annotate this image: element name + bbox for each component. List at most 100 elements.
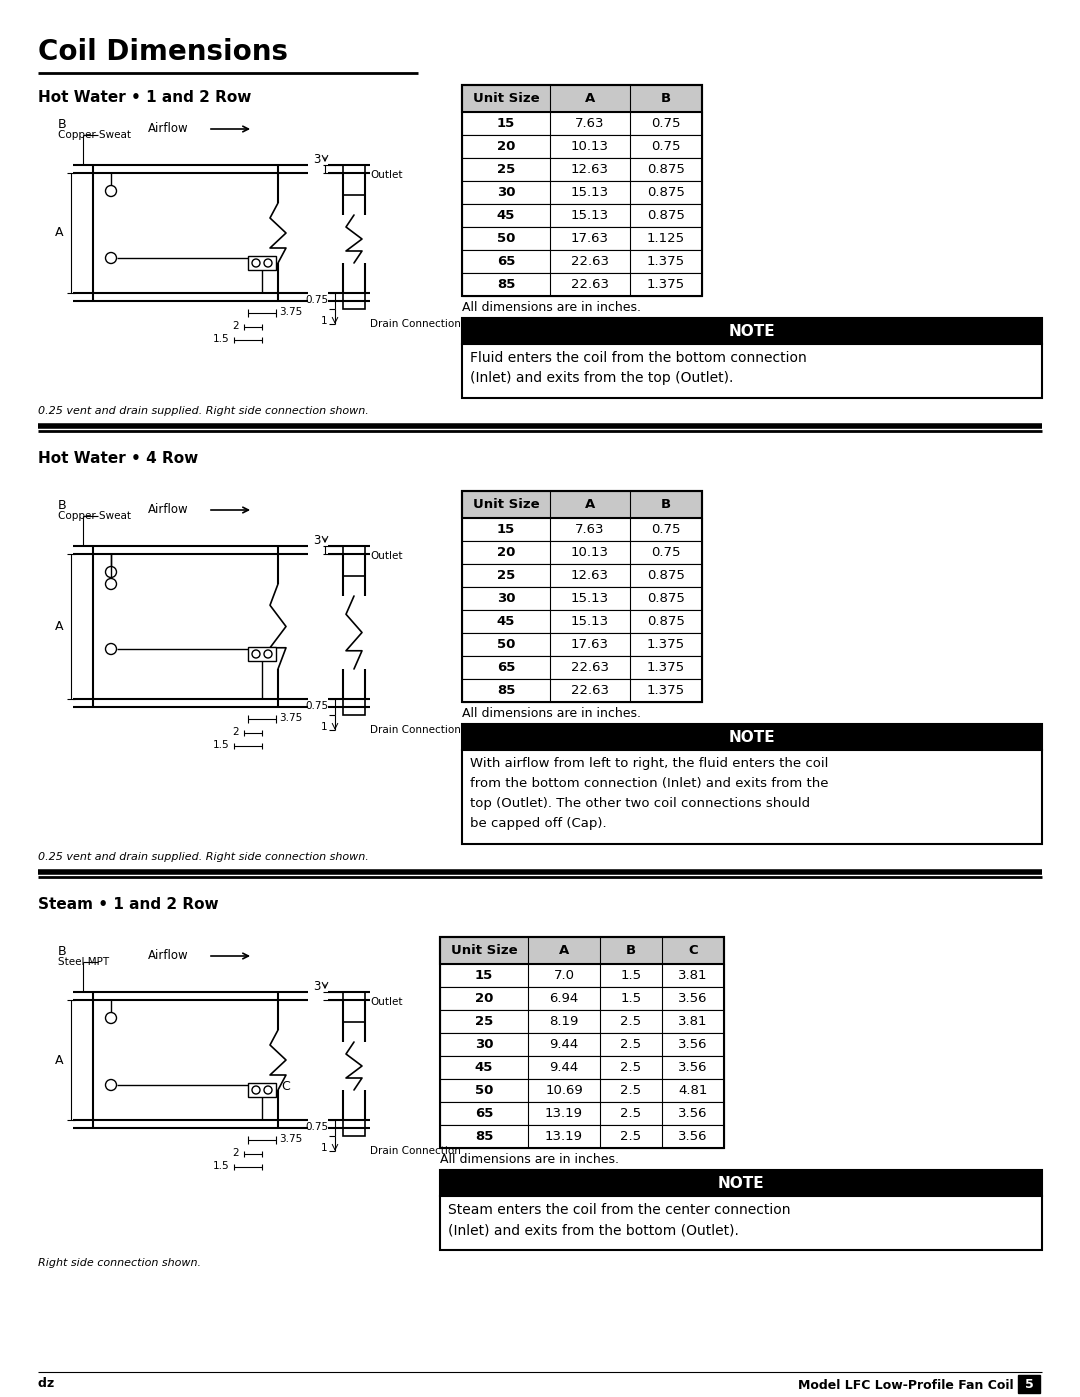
Text: Steam enters the coil from the center connection: Steam enters the coil from the center co… [448, 1203, 791, 1217]
Text: 3.56: 3.56 [678, 1106, 707, 1120]
Text: 50: 50 [475, 1084, 494, 1097]
Text: 3.56: 3.56 [678, 1130, 707, 1143]
Text: B: B [661, 497, 671, 511]
Text: 2.5: 2.5 [620, 1038, 642, 1051]
Bar [343, 698, 365, 715]
Text: 3: 3 [313, 981, 321, 993]
Text: Unit Size: Unit Size [450, 944, 517, 957]
Text: 1: 1 [321, 1143, 327, 1153]
Text: 0.25 vent and drain supplied. Right side connection shown.: 0.25 vent and drain supplied. Right side… [38, 407, 368, 416]
Text: 15: 15 [497, 522, 515, 536]
Text: 45: 45 [497, 615, 515, 629]
Bar [440, 1171, 1042, 1196]
Text: 0.875: 0.875 [647, 163, 685, 176]
Text: 2.5: 2.5 [620, 1106, 642, 1120]
Text: 15.13: 15.13 [571, 186, 609, 198]
Text: 0.875: 0.875 [647, 569, 685, 583]
Text: 1.5: 1.5 [620, 970, 642, 982]
Text: 1.375: 1.375 [647, 638, 685, 651]
Bar [462, 85, 702, 112]
Text: 13.19: 13.19 [545, 1130, 583, 1143]
Text: With airflow from left to right, the fluid enters the coil: With airflow from left to right, the flu… [470, 757, 828, 770]
Bar [440, 1078, 724, 1102]
Text: A: A [54, 226, 63, 239]
Text: 25: 25 [497, 163, 515, 176]
Bar [343, 992, 365, 1023]
Bar [462, 610, 702, 633]
Text: Outlet: Outlet [370, 170, 403, 180]
Text: 3.75: 3.75 [279, 307, 302, 317]
Text: Copper Sweat: Copper Sweat [58, 130, 131, 140]
Bar [462, 272, 702, 296]
Text: 45: 45 [497, 210, 515, 222]
Text: 30: 30 [475, 1038, 494, 1051]
Text: top (Outlet). The other two coil connections should: top (Outlet). The other two coil connect… [470, 798, 810, 810]
Text: 13.19: 13.19 [545, 1106, 583, 1120]
Text: Model LFC Low-Profile Fan Coil: Model LFC Low-Profile Fan Coil [798, 1379, 1014, 1391]
Bar [462, 541, 702, 564]
Text: Hot Water • 1 and 2 Row: Hot Water • 1 and 2 Row [38, 89, 252, 105]
Bar [248, 256, 276, 270]
Bar [462, 490, 702, 518]
Text: 2.5: 2.5 [620, 1084, 642, 1097]
Text: All dimensions are in inches.: All dimensions are in inches. [440, 1153, 619, 1166]
Text: 30: 30 [497, 592, 515, 605]
Text: 3.75: 3.75 [279, 712, 302, 724]
Bar [462, 319, 1042, 344]
Text: 6.94: 6.94 [550, 992, 579, 1004]
Text: A: A [585, 92, 595, 105]
Text: Airflow: Airflow [148, 122, 189, 136]
Bar [343, 293, 365, 309]
Text: 9.44: 9.44 [550, 1038, 579, 1051]
Text: ǳ: ǳ [38, 1377, 54, 1390]
Bar [462, 724, 1042, 750]
Text: 1.5: 1.5 [213, 740, 229, 750]
Text: Coil Dimensions: Coil Dimensions [38, 38, 288, 66]
Text: 22.63: 22.63 [571, 256, 609, 268]
Text: Copper Sweat: Copper Sweat [58, 511, 131, 521]
Text: 10.13: 10.13 [571, 140, 609, 154]
Text: Drain Connection: Drain Connection [370, 725, 461, 735]
Text: 3: 3 [313, 534, 321, 548]
Bar [343, 165, 365, 196]
Text: 7.0: 7.0 [554, 970, 575, 982]
Text: A: A [585, 497, 595, 511]
Text: 7.63: 7.63 [576, 522, 605, 536]
Text: Fluid enters the coil from the bottom connection: Fluid enters the coil from the bottom co… [470, 351, 807, 365]
Bar [462, 204, 702, 226]
Text: All dimensions are in inches.: All dimensions are in inches. [462, 707, 642, 719]
Text: Right side connection shown.: Right side connection shown. [38, 1259, 201, 1268]
Text: 2.5: 2.5 [620, 1016, 642, 1028]
Text: 10.69: 10.69 [545, 1084, 583, 1097]
Text: (Inlet) and exits from the top (Outlet).: (Inlet) and exits from the top (Outlet). [470, 372, 733, 386]
Text: 0.875: 0.875 [647, 186, 685, 198]
Text: 5: 5 [1025, 1377, 1034, 1390]
Text: B: B [58, 944, 67, 958]
Bar [462, 518, 702, 541]
Text: Unit Size: Unit Size [473, 497, 539, 511]
Text: 1.375: 1.375 [647, 685, 685, 697]
Text: Unit Size: Unit Size [473, 92, 539, 105]
Text: 15.13: 15.13 [571, 592, 609, 605]
Bar [343, 546, 365, 576]
Text: 1: 1 [321, 316, 327, 326]
Bar [440, 937, 724, 964]
Text: 12.63: 12.63 [571, 163, 609, 176]
Text: 3.75: 3.75 [279, 1134, 302, 1144]
Text: Drain Connection: Drain Connection [370, 319, 461, 330]
Text: 2: 2 [232, 726, 239, 738]
Text: 0.75: 0.75 [305, 701, 328, 711]
Text: 3: 3 [313, 154, 321, 166]
Text: A: A [54, 1053, 63, 1066]
Text: 45: 45 [475, 1060, 494, 1074]
Text: 9.44: 9.44 [550, 1060, 579, 1074]
Bar [462, 564, 702, 587]
Text: 10.13: 10.13 [571, 546, 609, 559]
Text: 3.56: 3.56 [678, 1038, 707, 1051]
Text: 7.63: 7.63 [576, 117, 605, 130]
Text: 50: 50 [497, 232, 515, 244]
Text: 50: 50 [497, 638, 515, 651]
Text: 12.63: 12.63 [571, 569, 609, 583]
Text: 2: 2 [232, 321, 239, 331]
Text: Steel MPT: Steel MPT [58, 957, 109, 967]
